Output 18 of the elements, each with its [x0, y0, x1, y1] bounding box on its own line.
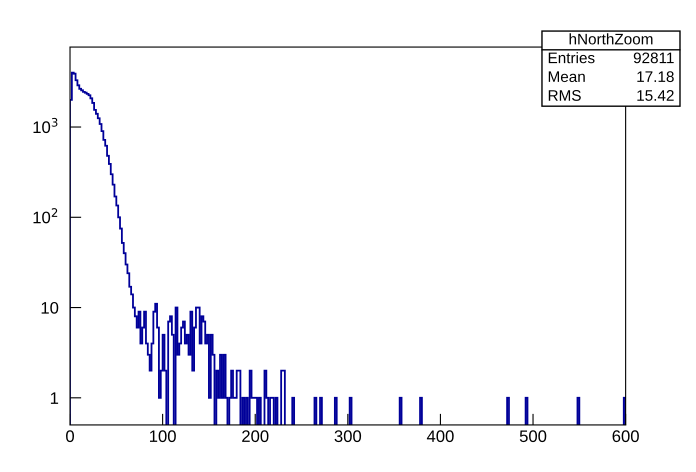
annotation: RMS — [548, 90, 581, 101]
y-tick-label: 10$^{2}$ — [34, 208, 58, 224]
y-tick-label: 10$^{3}$ — [34, 118, 58, 134]
text: hNorthZoom — [570, 33, 652, 45]
x-tick-label: 500 — [520, 430, 546, 442]
text: 92811 — [634, 52, 674, 64]
y-tick-label: 1 — [50, 392, 58, 404]
x-tick-label: 300 — [334, 430, 362, 442]
annotation: Entries — [548, 52, 595, 64]
y-tick-label: 10 — [42, 302, 58, 314]
text: 15.42 — [637, 90, 674, 101]
annotation: Mean — [548, 71, 585, 82]
x-tick-label: 600 — [612, 430, 639, 442]
x-tick-label: 0 — [66, 430, 74, 442]
x-tick-label: 400 — [426, 430, 454, 442]
text: 17.18 — [637, 71, 674, 82]
x-tick-label: 200 — [242, 430, 268, 442]
x-tick-label: 100 — [150, 430, 176, 442]
